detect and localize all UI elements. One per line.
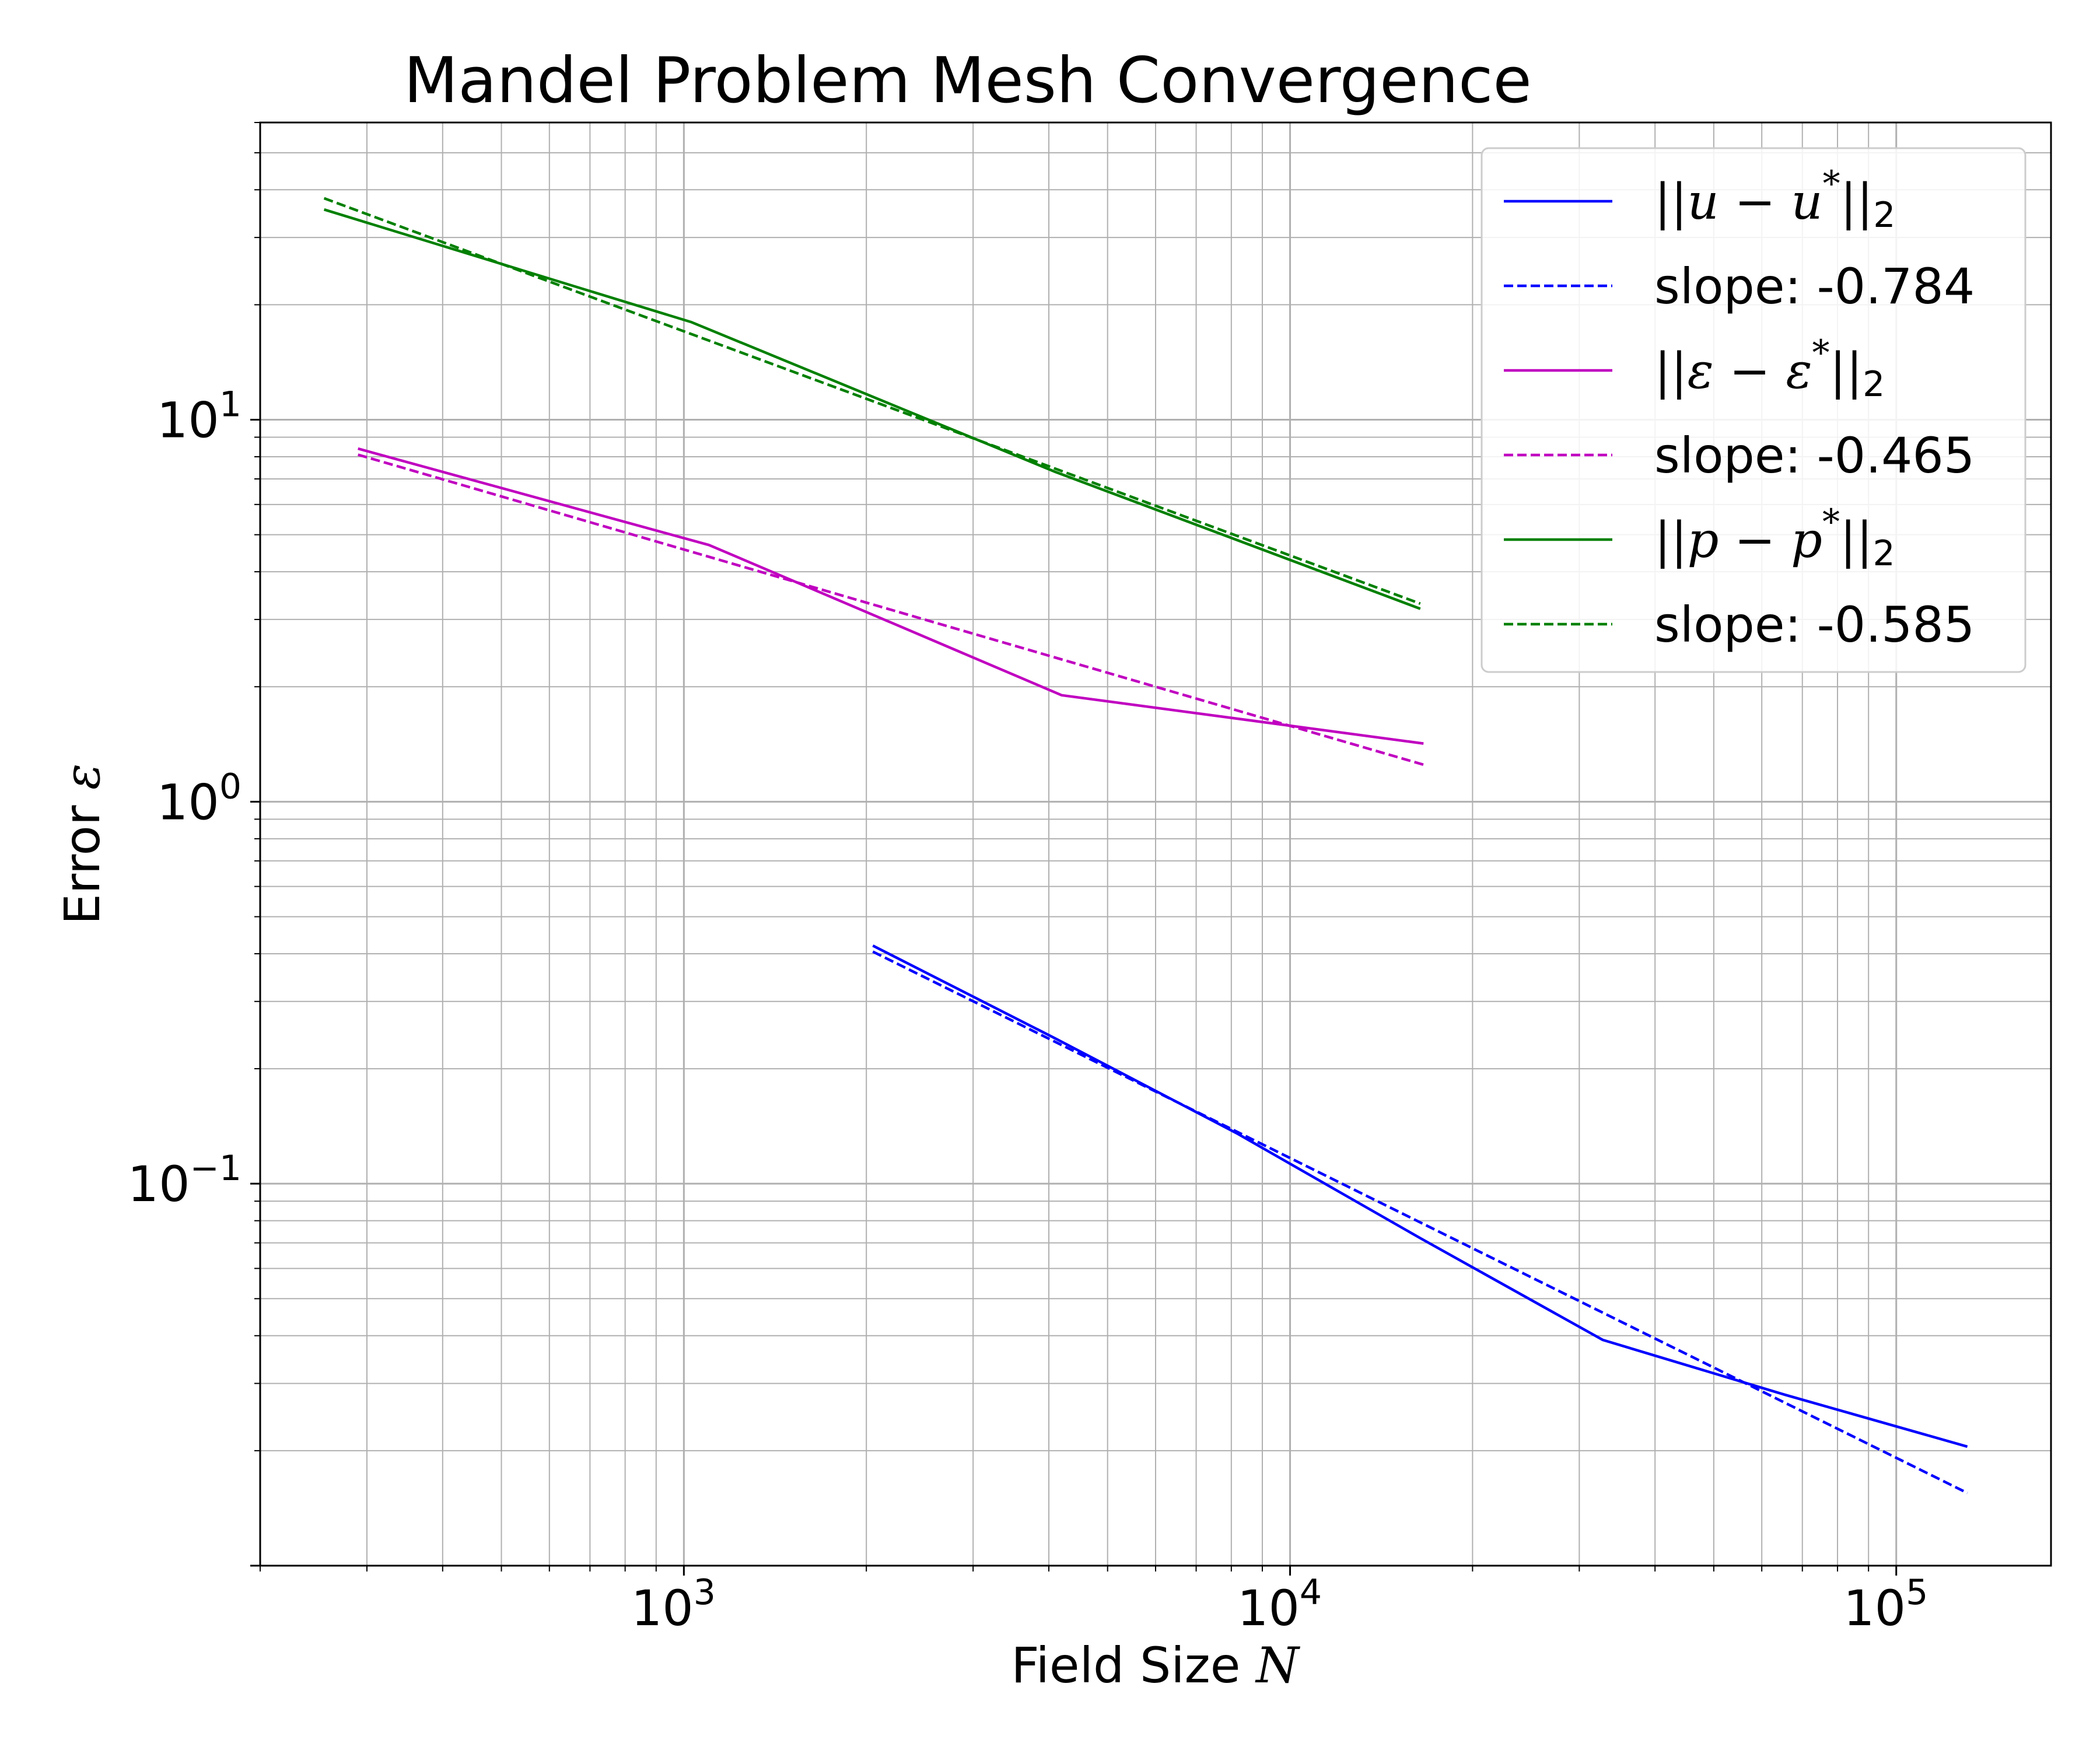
chart-title: Mandel Problem Mesh Convergence xyxy=(404,44,1532,117)
legend-label: slope: -0.465 xyxy=(1654,427,1975,484)
series-layer xyxy=(323,197,1968,1494)
legend: ||u − u*||2 slope: -0.784 ||ε − ε*||2 slope… xyxy=(1480,147,2027,673)
series-line-3 xyxy=(358,453,1424,766)
legend-label: ||u − u*||2 xyxy=(1654,163,1895,236)
legend-label: slope: -0.784 xyxy=(1654,258,1975,315)
x-tick-label: 105 xyxy=(1843,1572,1928,1637)
x-tick-label: 104 xyxy=(1237,1572,1322,1637)
series-line-2 xyxy=(358,447,1424,745)
legend-label: ||ε − ε*||2 xyxy=(1654,332,1885,405)
series-line-5 xyxy=(323,197,1421,605)
y-axis-label: Error ε xyxy=(54,764,111,925)
y-tick-label: 101 xyxy=(157,384,242,449)
y-tick-label: 100 xyxy=(157,766,242,831)
legend-label: slope: -0.585 xyxy=(1654,596,1975,653)
series-line-1 xyxy=(872,950,1968,1494)
legend-box xyxy=(1480,147,2027,673)
axis-ticks: 103 104 105 10−1 100 101 xyxy=(128,122,1928,1637)
legend-label: ||p − p*||2 xyxy=(1654,502,1895,574)
y-tick-label: 10−1 xyxy=(128,1148,242,1213)
x-tick-label: 103 xyxy=(631,1572,716,1637)
x-axis-label: Field Size N xyxy=(1011,1637,1300,1694)
